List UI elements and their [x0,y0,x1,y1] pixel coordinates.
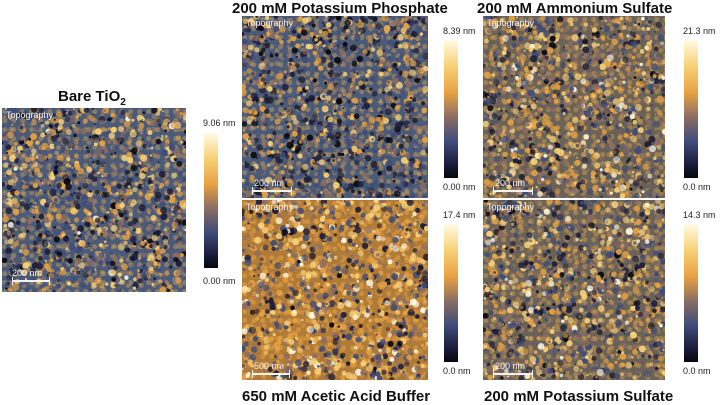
potassium-sulfate-topography-image: Topography 200 nm [483,200,665,380]
bare-tio2-colorbar [204,133,218,268]
bare-tio2-scale-text: 200 nm [12,268,43,278]
bare-tio2-title-main: Bare TiO [58,88,121,105]
bare-tio2-colorbar-max: 9.06 nm [203,118,236,128]
potassium-phosphate-colorbar-min: 0.00 nm [443,182,476,192]
potassium-phosphate-colorbar [444,40,458,178]
acetic-acid-scale-bar [252,370,290,378]
ammonium-sulfate-texture [483,16,665,198]
potassium-sulfate-colorbar-min: 0.0 nm [683,366,711,376]
acetic-acid-title: 650 mM Acetic Acid Buffer [242,388,431,405]
potassium-phosphate-title: 200 mM Potassium Phosphate [232,0,448,17]
potassium-phosphate-colorbar-max: 8.39 nm [443,26,476,36]
ammonium-sulfate-colorbar-min: 0.0 nm [683,182,711,192]
acetic-acid-topography-image: Topography 500 nm [242,200,428,380]
ammonium-sulfate-topography-label: Topography [487,18,535,28]
ammonium-sulfate-colorbar [684,40,698,178]
potassium-phosphate-texture [242,16,428,198]
potassium-sulfate-scale-bar [493,370,533,378]
bare-tio2-scale-bar [12,277,50,285]
bare-tio2-topography-image: Topography 200 nm [2,108,186,292]
bare-tio2-topography-label: Topography [6,110,54,120]
bare-tio2-title-subscript: 2 [120,97,126,108]
bare-tio2-texture [2,108,186,292]
ammonium-sulfate-title: 200 mM Ammonium Sulfate [477,0,673,17]
potassium-sulfate-scale-text: 200 nm [495,361,526,371]
ammonium-sulfate-colorbar-max: 21.3 nm [683,26,716,36]
potassium-sulfate-topography-label: Topography [487,202,535,212]
potassium-sulfate-title: 200 mM Potassium Sulfate [484,388,674,405]
acetic-acid-scale-text: 500 nm [254,361,285,371]
acetic-acid-colorbar-min: 0.0 nm [443,366,471,376]
acetic-acid-colorbar-max: 17.4 nm [443,210,476,220]
ammonium-sulfate-scale-bar [493,187,533,195]
potassium-phosphate-topography-image: Topography 200 nm [242,16,428,198]
potassium-phosphate-topography-label: Topography [246,18,294,28]
acetic-acid-topography-label: Topography [246,202,294,212]
ammonium-sulfate-scale-text: 200 nm [495,178,526,188]
ammonium-sulfate-topography-image: Topography 200 nm [483,16,665,198]
acetic-acid-texture [242,200,428,380]
potassium-sulfate-colorbar [684,224,698,362]
potassium-phosphate-scale-bar [252,187,292,195]
potassium-sulfate-colorbar-max: 14.3 nm [683,210,716,220]
potassium-sulfate-texture [483,200,665,380]
bare-tio2-colorbar-min: 0.00 nm [203,276,236,286]
bare-tio2-title: Bare TiO2 [58,88,126,108]
potassium-phosphate-scale-text: 200 nm [254,178,285,188]
acetic-acid-colorbar [444,224,458,362]
